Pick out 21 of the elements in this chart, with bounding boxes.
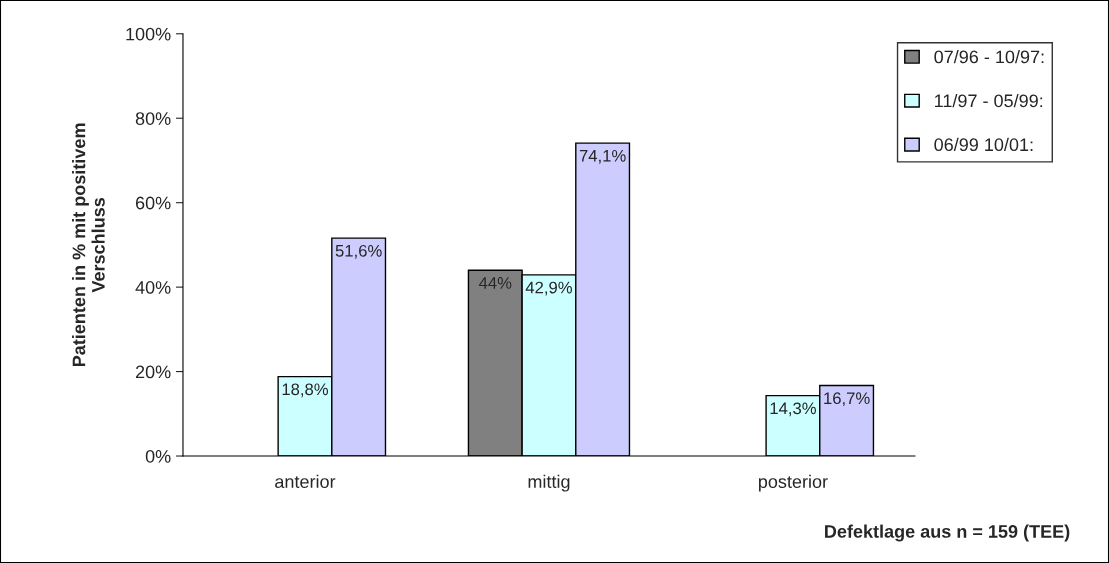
y-axis-title: Patienten in % mit positivem Verschluss	[72, 123, 105, 367]
x-axis-title: Defektlage aus n = 159 (TEE)	[825, 524, 1070, 542]
y-tick-label: 100%	[126, 27, 171, 41]
data-label: 16,7%	[824, 392, 870, 407]
legend-label: 11/97 - 05/99:	[935, 93, 1043, 108]
data-label: 18,8%	[282, 383, 329, 398]
legend-label: 06/99 10/01:	[934, 137, 1033, 152]
data-label: 14,3%	[770, 402, 816, 417]
y-tick-label: 60%	[135, 196, 171, 210]
x-tick-label: mittig	[528, 474, 570, 492]
data-label: 44%	[478, 277, 512, 289]
x-tick-label: anterior	[275, 474, 336, 489]
data-label: 51,6%	[335, 244, 382, 259]
y-tick-label: 20%	[135, 365, 171, 379]
data-label: 42,9%	[525, 281, 572, 296]
y-tick-label: 0%	[145, 449, 171, 463]
x-tick-label: posterior	[758, 474, 828, 492]
y-tick-label: 40%	[135, 281, 171, 294]
legend-label: 07/96 - 10/97:	[934, 50, 1044, 64]
data-label: 74,1%	[579, 149, 626, 164]
y-tick-label: 80%	[135, 112, 171, 125]
